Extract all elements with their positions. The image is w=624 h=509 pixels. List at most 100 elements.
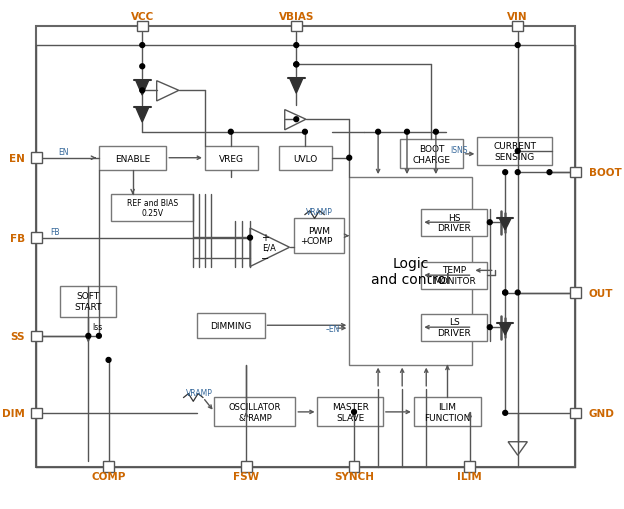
Circle shape <box>303 130 308 135</box>
Circle shape <box>515 44 520 48</box>
Circle shape <box>503 411 507 415</box>
Text: FSW: FSW <box>233 471 260 482</box>
Circle shape <box>376 130 381 135</box>
Bar <box>31 408 42 418</box>
Polygon shape <box>499 219 511 231</box>
Bar <box>197 313 265 338</box>
Text: MASTER
SLAVE: MASTER SLAVE <box>332 403 369 422</box>
Circle shape <box>294 63 299 68</box>
Bar <box>31 153 42 164</box>
Text: SOFT
START: SOFT START <box>75 292 102 312</box>
Bar <box>103 462 114 472</box>
Circle shape <box>106 358 111 362</box>
Circle shape <box>487 325 492 330</box>
Bar <box>570 167 581 178</box>
Text: VCC: VCC <box>130 12 154 22</box>
Circle shape <box>97 334 101 338</box>
Bar <box>349 178 472 365</box>
Circle shape <box>503 171 507 175</box>
Polygon shape <box>135 107 149 123</box>
Circle shape <box>294 63 299 68</box>
Circle shape <box>487 220 492 225</box>
Bar <box>464 462 475 472</box>
Text: SS: SS <box>10 331 25 341</box>
Bar <box>421 314 487 341</box>
Text: FB: FB <box>9 233 25 243</box>
Text: VRAMP: VRAMP <box>306 208 333 217</box>
Polygon shape <box>290 79 303 94</box>
Text: ENABLE: ENABLE <box>115 154 150 163</box>
Bar <box>241 462 251 472</box>
Bar <box>570 288 581 298</box>
Bar <box>414 398 481 427</box>
Text: VREG: VREG <box>219 154 244 163</box>
Text: VRAMP: VRAMP <box>185 388 212 398</box>
Bar <box>112 195 193 222</box>
Bar <box>279 147 332 171</box>
Text: EN: EN <box>9 153 25 163</box>
Circle shape <box>140 89 145 94</box>
Bar <box>31 233 42 243</box>
Bar <box>421 209 487 236</box>
Text: ILIM: ILIM <box>457 471 482 482</box>
Polygon shape <box>135 80 149 96</box>
Circle shape <box>503 291 507 295</box>
Text: LS
DRIVER: LS DRIVER <box>437 318 471 337</box>
Text: VBIAS: VBIAS <box>278 12 314 22</box>
Text: GND: GND <box>589 408 615 418</box>
Text: Iss: Iss <box>92 322 102 331</box>
Bar <box>295 219 344 253</box>
Text: DIM: DIM <box>2 408 25 418</box>
Circle shape <box>503 291 507 295</box>
Bar <box>477 137 552 166</box>
Text: COMP: COMP <box>91 471 125 482</box>
Bar <box>205 147 258 171</box>
Circle shape <box>352 410 356 414</box>
Bar <box>215 398 295 427</box>
Text: TEMP
MONITOR: TEMP MONITOR <box>433 266 475 286</box>
Text: PWM
COMP: PWM COMP <box>306 227 333 246</box>
Text: VIN: VIN <box>507 12 528 22</box>
Bar <box>512 21 523 32</box>
Circle shape <box>248 236 253 241</box>
Circle shape <box>404 130 409 135</box>
Text: SYNCH: SYNCH <box>334 471 374 482</box>
Text: CURRENT
SENSING: CURRENT SENSING <box>494 142 536 161</box>
Bar <box>31 331 42 342</box>
Bar <box>349 462 359 472</box>
Circle shape <box>515 291 520 295</box>
Text: +: + <box>300 237 308 246</box>
Circle shape <box>228 130 233 135</box>
Text: +: + <box>261 232 270 242</box>
Text: EN: EN <box>59 148 69 157</box>
Text: BOOT: BOOT <box>589 168 622 178</box>
Text: HS
DRIVER: HS DRIVER <box>437 213 471 233</box>
Text: FB: FB <box>50 228 59 237</box>
Circle shape <box>515 171 520 175</box>
Bar <box>99 147 167 171</box>
Text: E/A: E/A <box>262 243 276 252</box>
Bar <box>36 27 575 467</box>
Polygon shape <box>499 324 511 335</box>
Circle shape <box>294 44 299 48</box>
Circle shape <box>347 156 352 161</box>
Text: REF and BIAS
0.25V: REF and BIAS 0.25V <box>127 199 178 218</box>
Text: Logic
and control: Logic and control <box>371 256 451 287</box>
Bar <box>570 408 581 418</box>
Text: DIMMING: DIMMING <box>210 321 251 330</box>
Circle shape <box>140 44 145 48</box>
Bar <box>137 21 147 32</box>
Circle shape <box>434 130 438 135</box>
Text: UVLO: UVLO <box>293 154 318 163</box>
Bar <box>61 286 116 317</box>
Text: ISNS: ISNS <box>450 145 467 154</box>
Text: ILIM
FUNCTION: ILIM FUNCTION <box>424 403 470 422</box>
Circle shape <box>140 65 145 70</box>
Bar <box>318 398 383 427</box>
Bar <box>421 262 487 289</box>
Text: OSCILLATOR
& RAMP: OSCILLATOR & RAMP <box>228 403 281 422</box>
Text: –EN: –EN <box>325 324 339 333</box>
Bar <box>400 140 463 169</box>
Bar <box>291 21 301 32</box>
Circle shape <box>294 118 299 122</box>
